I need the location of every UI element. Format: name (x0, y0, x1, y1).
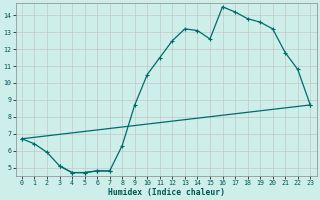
X-axis label: Humidex (Indice chaleur): Humidex (Indice chaleur) (108, 188, 225, 197)
